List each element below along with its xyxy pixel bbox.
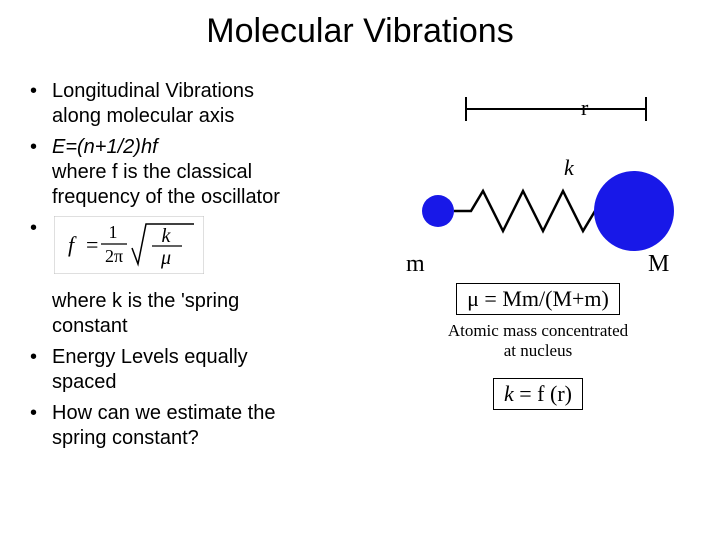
bullet-2-line2: where f is the classical: [52, 161, 252, 183]
bullet-1-line1: Longitudinal Vibrations: [52, 80, 254, 102]
bullet-4: Energy Levels equally spaced: [30, 345, 366, 395]
content-columns: Longitudinal Vibrations along molecular …: [30, 79, 690, 457]
k-box-k: k: [504, 381, 514, 406]
bullet-3-formula: f = 1 2π k μ: [30, 216, 366, 281]
k-box-wrap: k = f (r): [386, 378, 690, 410]
k-equation-box: k = f (r): [493, 378, 583, 410]
small-mass: [422, 195, 454, 227]
caption-line2: at nucleus: [504, 341, 572, 360]
large-mass: [594, 171, 674, 251]
bullet-list-2: Energy Levels equally spaced How can we …: [30, 345, 366, 451]
spring-icon: [454, 191, 596, 231]
frequency-formula: f = 1 2π k μ: [54, 216, 366, 281]
m-label: m: [406, 251, 425, 278]
bullet-list: Longitudinal Vibrations along molecular …: [30, 79, 366, 281]
slide-title: Molecular Vibrations: [30, 12, 690, 51]
formula-one: 1: [109, 222, 118, 242]
bullet-3-indent: where k is the 'spring constant: [30, 289, 366, 339]
bullet-4-line1: Energy Levels equally: [52, 346, 248, 368]
formula-svg: f = 1 2π k μ: [54, 216, 204, 274]
mu-box-wrap: μ = Mm/(M+m): [386, 283, 690, 315]
left-column: Longitudinal Vibrations along molecular …: [30, 79, 366, 457]
formula-eq: =: [86, 232, 98, 257]
bullet-3-line2: constant: [52, 315, 128, 337]
r-label: r: [581, 95, 588, 121]
slide: Molecular Vibrations Longitudinal Vibrat…: [0, 0, 720, 540]
caption-line1: Atomic mass concentrated: [448, 321, 628, 340]
spring-diagram: r k m M: [386, 79, 690, 279]
k-box-rest: = f (r): [514, 381, 572, 406]
big-m-label: M: [648, 251, 669, 278]
bullet-5: How can we estimate the spring constant?: [30, 401, 366, 451]
bullet-2-line1: E=(n+1/2)hf: [52, 136, 158, 158]
bullet-4-line2: spaced: [52, 371, 117, 393]
bullet-3-line1: where k is the 'spring: [52, 290, 239, 312]
bullet-1: Longitudinal Vibrations along molecular …: [30, 79, 366, 129]
bullet-5-line2: spring constant?: [52, 427, 199, 449]
mu-equation-box: μ = Mm/(M+m): [456, 283, 620, 315]
formula-k: k: [162, 225, 172, 247]
bullet-5-line1: How can we estimate the: [52, 402, 275, 424]
bullet-2-line3: frequency of the oscillator: [52, 186, 280, 208]
caption: Atomic mass concentrated at nucleus: [386, 321, 690, 360]
formula-2pi: 2π: [105, 246, 123, 266]
formula-mu: μ: [160, 247, 171, 269]
bullet-1-line2: along molecular axis: [52, 105, 234, 127]
diagram-svg: [386, 79, 686, 279]
bullet-2: E=(n+1/2)hf where f is the classical fre…: [30, 135, 366, 210]
right-column: r k m M μ = Mm/(M+m) Atomic mass concent…: [386, 79, 690, 457]
k-label: k: [564, 155, 574, 181]
